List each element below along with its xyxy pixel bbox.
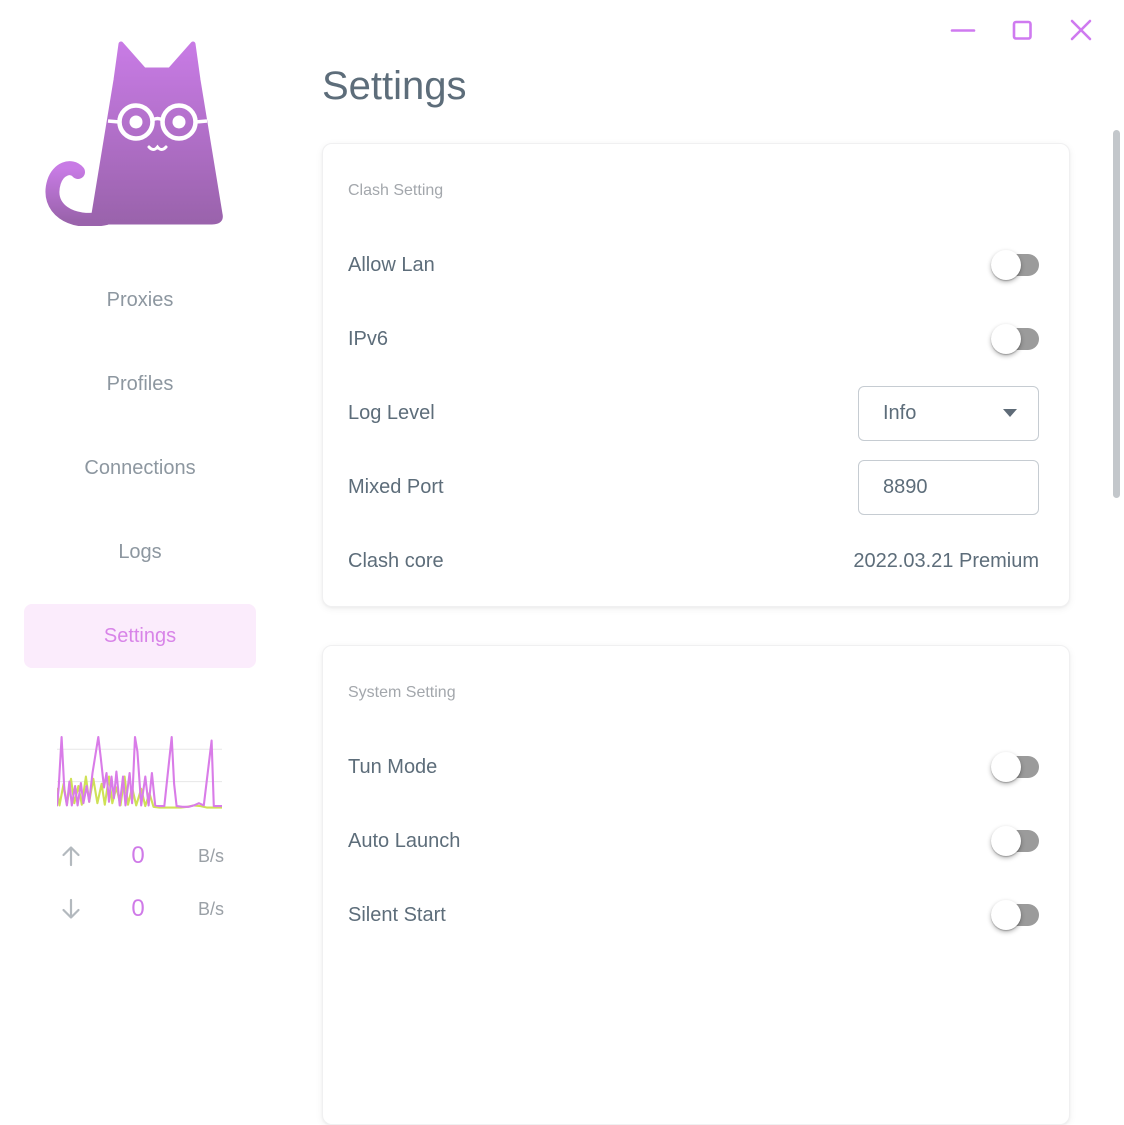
close-button[interactable] xyxy=(1063,12,1099,48)
silent-start-toggle[interactable] xyxy=(991,900,1039,930)
mixed-port-label: Mixed Port xyxy=(348,475,444,498)
minimize-dash-icon xyxy=(950,29,976,32)
traffic-panel xyxy=(0,733,280,937)
clash-core-version: 2022.03.21 Premium xyxy=(853,549,1039,572)
toggle-knob xyxy=(991,752,1021,782)
system-setting-card: System Setting Tun Mode Auto Launch Sile… xyxy=(322,645,1070,1125)
sidebar-item-settings[interactable]: Settings xyxy=(24,604,256,668)
ipv6-row: IPv6 xyxy=(348,302,1039,376)
sidebar-nav: Proxies Profiles Connections Logs Settin… xyxy=(24,268,256,688)
upload-rate-unit: B/s xyxy=(197,845,224,866)
arrow-up-icon xyxy=(62,846,80,867)
allow-lan-label: Allow Lan xyxy=(348,253,435,276)
toggle-knob xyxy=(991,826,1021,856)
sidebar: Proxies Profiles Connections Logs Settin… xyxy=(0,0,280,937)
minimize-button[interactable] xyxy=(945,12,981,48)
toggle-knob xyxy=(991,324,1021,354)
download-rate-unit: B/s xyxy=(197,898,224,919)
sidebar-item-proxies[interactable]: Proxies xyxy=(106,288,174,311)
window-controls xyxy=(945,12,1099,48)
sidebar-item-logs[interactable]: Logs xyxy=(118,540,162,563)
download-rate-row: 0 B/s xyxy=(58,895,224,923)
mixed-port-row: Mixed Port xyxy=(348,450,1039,524)
toggle-knob xyxy=(991,900,1021,930)
card-title-clash-setting: Clash Setting xyxy=(348,182,444,199)
scrollbar-thumb[interactable] xyxy=(1113,130,1120,498)
maximize-button[interactable] xyxy=(1004,12,1040,48)
silent-start-label: Silent Start xyxy=(348,903,446,926)
silent-start-row: Silent Start xyxy=(348,878,1039,952)
auto-launch-row: Auto Launch xyxy=(348,804,1039,878)
sidebar-item-connections[interactable]: Connections xyxy=(84,456,196,479)
clash-setting-card: Clash Setting Allow Lan IPv6 Log Level xyxy=(322,143,1070,607)
toggle-knob xyxy=(991,250,1021,280)
tun-mode-row: Tun Mode xyxy=(348,730,1039,804)
log-level-select[interactable]: Info xyxy=(858,385,1039,441)
arrow-down-icon xyxy=(62,898,80,919)
allow-lan-row: Allow Lan xyxy=(348,228,1039,302)
log-level-label: Log Level xyxy=(348,401,435,424)
allow-lan-toggle[interactable] xyxy=(991,250,1039,280)
tun-mode-toggle[interactable] xyxy=(991,752,1039,782)
page-title: Settings xyxy=(322,64,467,108)
maximize-square-icon xyxy=(1012,20,1032,40)
log-level-row: Log Level Info xyxy=(348,376,1039,450)
card-title-system-setting: System Setting xyxy=(348,684,456,701)
clash-core-label: Clash core xyxy=(348,549,444,572)
settings-page: Settings Clash Setting Allow Lan IPv6 Lo… xyxy=(322,0,1072,1125)
mixed-port-input[interactable] xyxy=(858,459,1039,515)
app-logo xyxy=(36,30,238,227)
clash-core-row: Clash core 2022.03.21 Premium xyxy=(348,524,1039,598)
auto-launch-toggle[interactable] xyxy=(991,826,1039,856)
close-x-icon xyxy=(1070,19,1092,41)
traffic-graph xyxy=(57,735,222,809)
upload-rate-value: 0 xyxy=(131,842,145,869)
log-level-selected-value: Info xyxy=(883,401,917,424)
cat-logo-icon xyxy=(45,41,223,227)
upload-rate-row: 0 B/s xyxy=(58,842,224,870)
sidebar-item-profiles[interactable]: Profiles xyxy=(106,372,174,395)
tun-mode-label: Tun Mode xyxy=(348,755,438,778)
download-rate-value: 0 xyxy=(131,895,145,922)
auto-launch-label: Auto Launch xyxy=(348,829,461,852)
ipv6-label: IPv6 xyxy=(348,327,389,350)
ipv6-toggle[interactable] xyxy=(991,324,1039,354)
chevron-down-icon xyxy=(1003,409,1017,417)
